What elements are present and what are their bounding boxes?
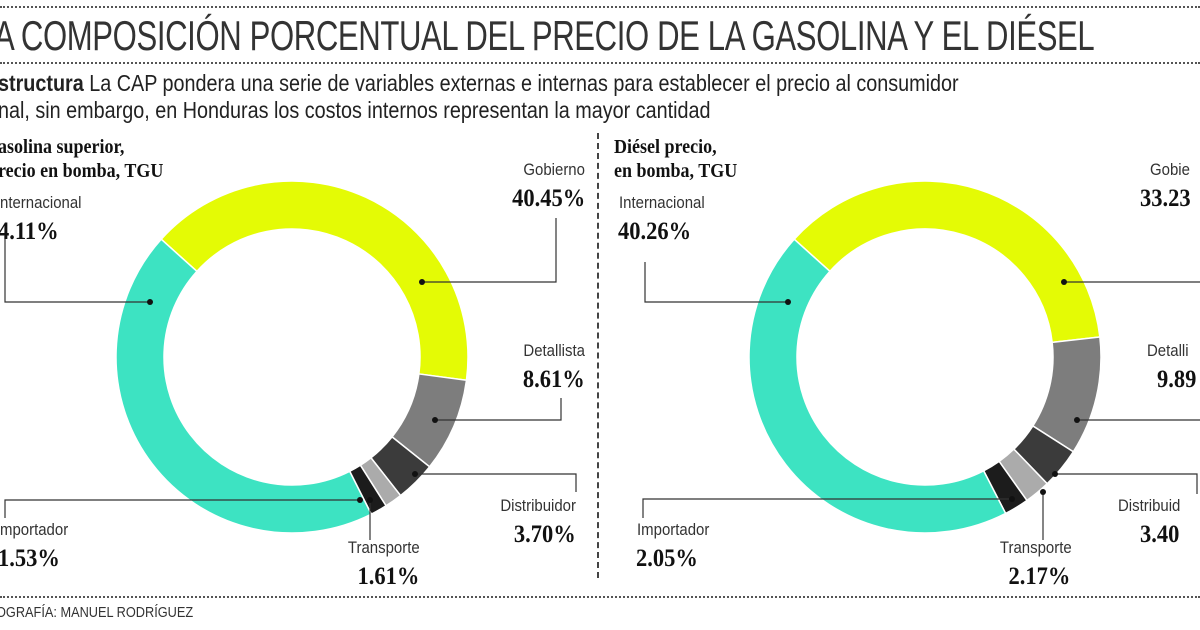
diesel-slice-gobierno [793, 180, 1101, 344]
gas-leader-dot-detallista [432, 417, 438, 423]
gas-leader-detallista [435, 398, 562, 421]
diesel-leader-dot-importador [1009, 496, 1015, 502]
subtitle-text: La CAP pondera una serie de variables ex… [83, 70, 959, 96]
gas-label-gobierno: Gobierno [523, 160, 585, 179]
gas-value-gobierno: 40.45% [511, 185, 585, 212]
gas-leader-dot-importador [357, 497, 363, 503]
gas-leader-dot-internacional [147, 299, 153, 305]
page-title: A COMPOSICIÓN PORCENTUAL DEL PRECIO DE L… [0, 12, 1095, 59]
gas-label-detallista: Detallista [523, 341, 585, 360]
subtitle-line-2: nal, sin embargo, en Honduras los costos… [0, 97, 711, 123]
diesel-leader-dot-gobierno [1061, 279, 1067, 285]
diesel-label-importador: Importador [637, 520, 710, 539]
diesel-label-distribuidor: Distribuid [1118, 496, 1181, 515]
diesel-chart-title-2: en bomba, TGU [614, 160, 738, 182]
gas-slice-internacional [115, 238, 373, 534]
gas-leader-gobierno [422, 218, 557, 283]
diesel-leader-dot-distribuidor [1052, 471, 1058, 477]
gas-label-importador: mportador [0, 520, 69, 539]
diesel-leader-dot-transporte [1040, 489, 1046, 495]
diesel-chart-title-1: Diésel precio, [614, 136, 717, 158]
title-dotted-rule [0, 62, 1200, 64]
diesel-label-internacional: Internacional [619, 193, 705, 212]
diesel-leader-dot-detallista [1074, 417, 1080, 423]
subtitle-line-1: structura La CAP pondera una serie de va… [0, 70, 959, 97]
gas-value-internacional: 4.11% [0, 218, 59, 245]
diesel-value-internacional: 40.26% [618, 218, 692, 245]
gas-label-distribuidor: Distribuidor [500, 496, 576, 515]
diesel-value-gobierno: 33.23 [1140, 185, 1191, 212]
gas-label-transporte: Transporte [347, 538, 420, 557]
diesel-label-transporte: Transporte [999, 538, 1072, 557]
gas-leader-importador [4, 499, 360, 518]
gas-leader-dot-gobierno [419, 279, 425, 285]
diesel-label-detallista: Detalli [1147, 341, 1189, 360]
diesel-leader-importador [642, 498, 1012, 518]
diesel-leader-distribuidor [1055, 473, 1198, 494]
gas-label-internacional: nternacional [0, 193, 82, 212]
diesel-slice-internacional [748, 238, 1007, 534]
diesel-value-distribuidor: 3.40 [1140, 521, 1180, 548]
gas-slice-gobierno [160, 180, 469, 382]
gasoline-chart-title-1: asolina superior, [0, 136, 125, 158]
subtitle-lead: structura [0, 70, 84, 96]
gas-value-transporte: 1.61% [357, 563, 420, 590]
chart-divider [597, 133, 599, 578]
diesel-value-detallista: 9.89 [1157, 366, 1197, 393]
gasoline-chart-title-2: recio en bomba, TGU [0, 160, 164, 182]
gas-value-importador: 1.53% [0, 545, 60, 572]
gas-value-distribuidor: 3.70% [514, 521, 576, 548]
diesel-label-gobierno: Gobie [1150, 160, 1190, 179]
diesel-leader-internacional [644, 262, 788, 303]
diesel-leader-dot-internacional [785, 299, 791, 305]
diesel-value-importador: 2.05% [636, 545, 698, 572]
diesel-value-transporte: 2.17% [1008, 563, 1071, 590]
top-dotted-rule [0, 6, 1200, 8]
photo-credit: OGRAFÍA: MANUEL RODRÍGUEZ [0, 604, 194, 621]
gas-leader-dot-distribuidor [412, 471, 418, 477]
gas-leader-distribuidor [415, 473, 577, 492]
gas-value-detallista: 8.61% [523, 366, 585, 393]
gas-leader-internacional [4, 236, 150, 303]
gas-leader-dot-transporte [367, 497, 373, 503]
bottom-dotted-rule [0, 596, 1200, 598]
